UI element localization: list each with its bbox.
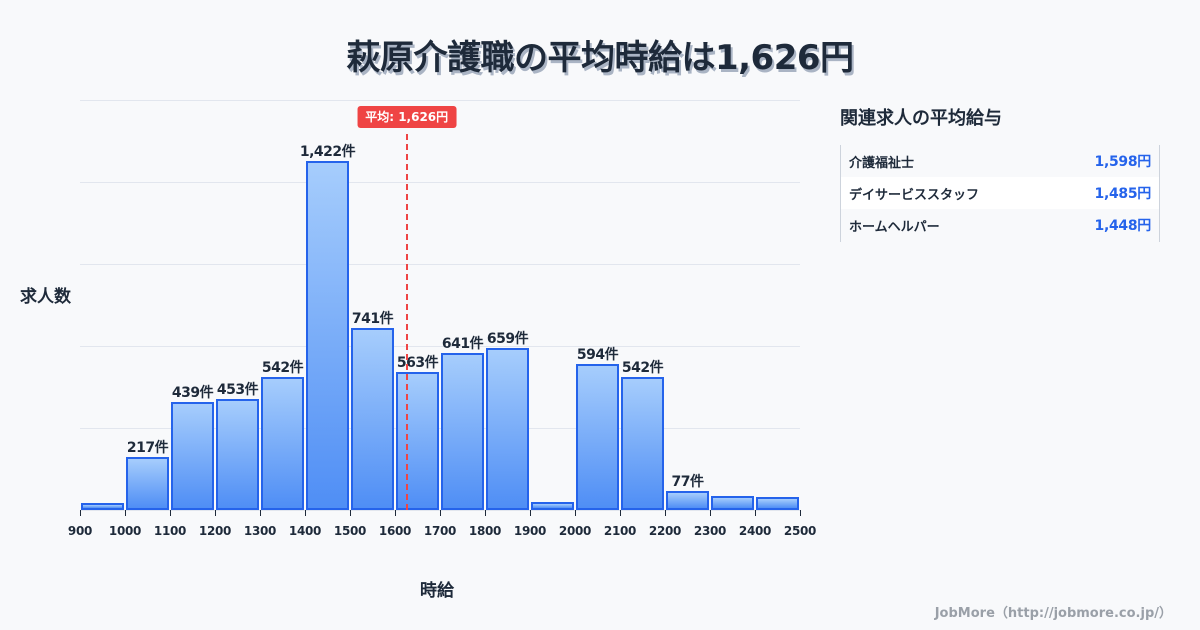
x-tick	[395, 510, 396, 516]
x-tick	[80, 510, 81, 516]
average-badge: 平均: 1,626円	[357, 106, 457, 128]
histogram-bar	[396, 371, 439, 510]
histogram-bar	[711, 496, 754, 510]
x-tick	[575, 510, 576, 516]
job-name: ホームヘルパー	[849, 219, 940, 235]
histogram-bar	[486, 348, 529, 510]
x-tick	[620, 510, 621, 516]
x-tick	[125, 510, 126, 516]
histogram-bar	[666, 491, 709, 510]
average-line	[405, 134, 408, 510]
related-salary-table: 介護福祉士 1,598円 デイサービススタッフ 1,485円 ホームヘルパー 1…	[840, 145, 1160, 242]
related-salary-row[interactable]: 介護福祉士 1,598円	[841, 145, 1159, 177]
x-tick-label: 2000	[558, 524, 592, 538]
x-tick	[755, 510, 756, 516]
bar-value-label: 542件	[621, 359, 664, 376]
x-tick-label: 1400	[288, 524, 322, 538]
x-tick-label: 1100	[153, 524, 187, 538]
x-tick-label: 1300	[243, 524, 277, 538]
histogram-bar	[126, 456, 169, 510]
histogram-bar	[306, 160, 349, 510]
x-tick	[800, 510, 801, 516]
x-tick-label: 2200	[648, 524, 682, 538]
job-salary: 1,485円	[1094, 186, 1152, 202]
x-tick	[440, 510, 441, 516]
x-tick	[350, 510, 351, 516]
bar-value-label: 659件	[486, 331, 529, 348]
x-tick	[305, 510, 306, 516]
bar-value-label: 439件	[171, 385, 214, 402]
x-axis-label: 時給	[420, 581, 454, 601]
x-tick	[215, 510, 216, 516]
related-salary-row[interactable]: デイサービススタッフ 1,485円	[841, 177, 1159, 209]
x-tick-label: 1900	[513, 524, 547, 538]
x-tick-label: 1500	[333, 524, 367, 538]
page-title: 萩原介護職の平均時給は1,626円	[346, 38, 854, 78]
gridline	[80, 346, 800, 347]
x-tick-label: 2300	[693, 524, 727, 538]
bar-value-label: 77件	[671, 474, 704, 491]
job-name: デイサービススタッフ	[849, 187, 980, 203]
job-salary: 1,598円	[1094, 154, 1152, 170]
histogram-bar	[441, 352, 484, 510]
gridline	[80, 100, 800, 101]
x-tick-label: 2500	[783, 524, 817, 538]
x-tick-label: 900	[67, 524, 93, 538]
histogram-bar	[216, 398, 259, 510]
x-tick	[710, 510, 711, 516]
histogram-bar	[756, 496, 799, 510]
x-tick	[485, 510, 486, 516]
x-tick	[665, 510, 666, 516]
related-salary-row[interactable]: ホームヘルパー 1,448円	[841, 209, 1159, 241]
bar-value-label: 741件	[351, 311, 394, 328]
histogram-bar	[621, 376, 664, 510]
x-tick-label: 1600	[378, 524, 412, 538]
gridline	[80, 264, 800, 265]
footer-credit: JobMore（http://jobmore.co.jp/）	[934, 606, 1172, 621]
x-tick	[170, 510, 171, 516]
job-name: 介護福祉士	[849, 155, 915, 171]
y-axis-label: 求人数	[20, 287, 71, 307]
histogram-bar	[531, 501, 574, 510]
histogram-bar	[261, 376, 304, 510]
histogram-bar	[351, 328, 394, 510]
x-tick-label: 1200	[198, 524, 232, 538]
bar-value-label: 594件	[576, 347, 619, 364]
bar-value-label: 453件	[216, 381, 259, 398]
x-tick-label: 1000	[108, 524, 142, 538]
x-tick	[260, 510, 261, 516]
bar-value-label: 542件	[261, 359, 304, 376]
job-salary: 1,448円	[1094, 218, 1152, 234]
histogram-chart: 217件 439件 453件 542件 1,422件 741件 563件 641件 659件 59…	[68, 100, 816, 538]
bar-value-label: 1,422件	[299, 143, 356, 160]
x-tick-label: 2400	[738, 524, 772, 538]
gridline	[80, 182, 800, 183]
bar-value-label: 641件	[441, 335, 484, 352]
x-tick-label: 1700	[423, 524, 457, 538]
related-salary-title: 関連求人の平均給与	[840, 108, 1002, 129]
histogram-bar	[171, 402, 214, 510]
gridline	[80, 428, 800, 429]
histogram-bar	[576, 364, 619, 510]
x-tick	[530, 510, 531, 516]
histogram-bar	[81, 503, 124, 510]
x-tick-label: 2100	[603, 524, 637, 538]
bar-value-label: 217件	[126, 439, 169, 456]
x-tick-label: 1800	[468, 524, 502, 538]
